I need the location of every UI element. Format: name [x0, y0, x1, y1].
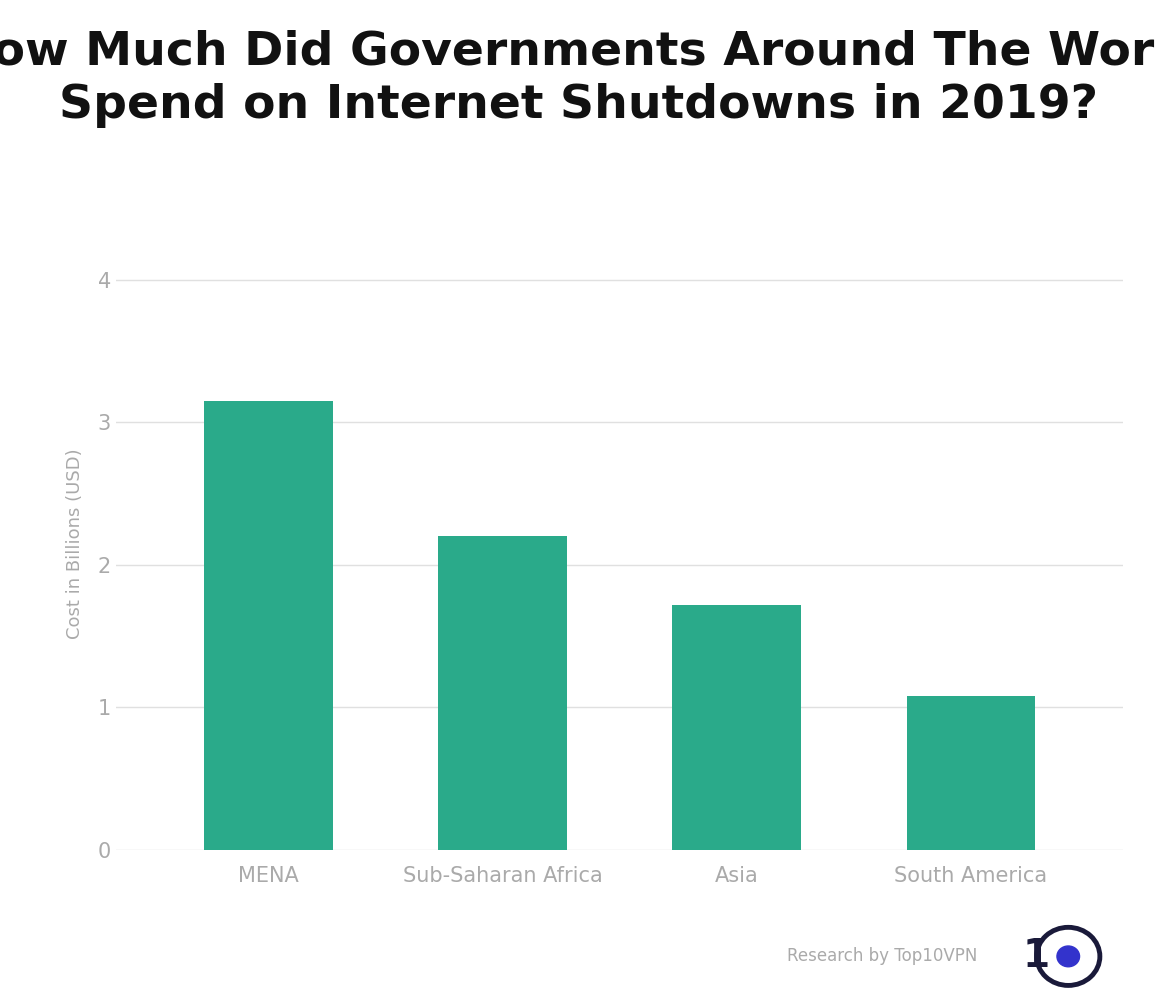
- Circle shape: [1057, 947, 1079, 966]
- Y-axis label: Cost in Billions (USD): Cost in Billions (USD): [66, 449, 83, 638]
- Bar: [438, 536, 566, 850]
- Bar: [907, 696, 1035, 850]
- Bar: [204, 401, 332, 850]
- Text: How Much Did Governments Around The World
Spend on Internet Shutdowns in 2019?: How Much Did Governments Around The Worl…: [0, 30, 1158, 128]
- Bar: [673, 605, 801, 850]
- Text: 1: 1: [1023, 938, 1050, 975]
- Text: Research by Top10VPN: Research by Top10VPN: [787, 947, 977, 965]
